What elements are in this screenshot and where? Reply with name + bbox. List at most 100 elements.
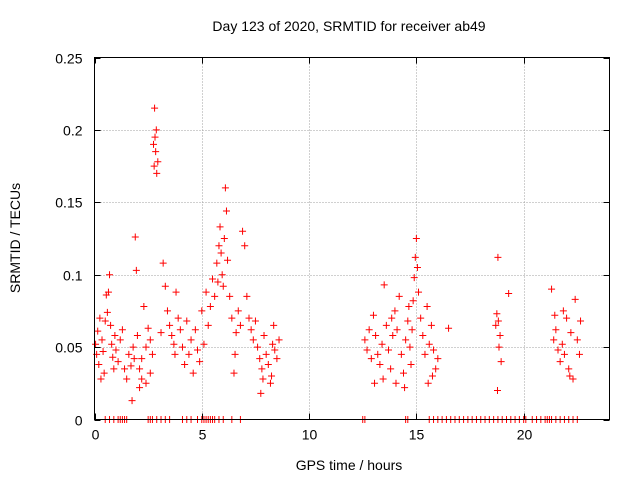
data-point xyxy=(382,321,390,329)
data-point xyxy=(157,329,165,337)
data-point xyxy=(176,326,184,334)
data-point xyxy=(558,340,566,348)
data-point xyxy=(215,242,223,250)
data-point xyxy=(275,336,283,344)
data-point xyxy=(391,307,399,315)
data-point xyxy=(419,332,427,340)
data-point xyxy=(577,317,585,325)
data-point xyxy=(387,365,395,373)
data-point xyxy=(493,310,501,318)
data-point xyxy=(161,282,169,290)
chart-title: Day 123 of 2020, SRMTID for receiver ab4… xyxy=(212,18,485,34)
data-point xyxy=(273,355,281,363)
data-point xyxy=(151,133,159,141)
data-point xyxy=(395,292,403,300)
data-point xyxy=(505,290,513,298)
data-point xyxy=(111,332,119,340)
data-point xyxy=(128,397,136,405)
data-point xyxy=(239,227,247,235)
data-point xyxy=(236,321,244,329)
data-point xyxy=(428,372,436,380)
data-point xyxy=(417,314,425,322)
data-point xyxy=(95,360,103,368)
data-point xyxy=(554,346,562,354)
data-point xyxy=(109,353,117,361)
data-point xyxy=(254,343,262,351)
x-tick-label: 15 xyxy=(409,427,425,443)
data-point xyxy=(565,365,573,373)
data-point xyxy=(146,369,154,377)
data-point xyxy=(423,303,431,311)
data-point xyxy=(142,343,150,351)
data-point xyxy=(556,358,564,366)
data-point xyxy=(432,365,440,373)
data-point xyxy=(217,249,225,257)
data-point xyxy=(266,379,274,387)
data-point xyxy=(150,140,158,148)
data-point xyxy=(132,266,140,274)
data-point xyxy=(378,340,386,348)
data-point xyxy=(92,340,100,348)
data-point xyxy=(127,362,135,370)
x-axis-label: GPS time / hours xyxy=(296,457,403,473)
data-point xyxy=(218,271,226,279)
data-point xyxy=(260,332,268,340)
y-tick-label: 0.25 xyxy=(55,51,82,67)
data-point xyxy=(226,292,234,300)
data-point xyxy=(563,314,571,322)
x-tick-label: 20 xyxy=(517,427,533,443)
data-point xyxy=(220,235,228,242)
data-point xyxy=(224,256,232,264)
data-point xyxy=(376,360,384,368)
data-point xyxy=(98,336,106,344)
data-point xyxy=(550,336,558,344)
data-point xyxy=(172,288,180,296)
data-point xyxy=(492,321,500,329)
data-point xyxy=(571,295,579,303)
y-tick-label: 0.1 xyxy=(63,268,83,284)
data-point xyxy=(271,346,279,354)
data-point xyxy=(569,375,577,383)
data-point xyxy=(407,360,415,368)
data-point xyxy=(211,292,219,300)
data-point xyxy=(118,326,126,334)
data-point xyxy=(445,324,453,332)
data-point xyxy=(573,336,581,344)
data-point xyxy=(249,336,257,344)
data-point xyxy=(406,343,414,351)
data-point xyxy=(142,379,150,387)
data-point xyxy=(214,278,222,286)
data-point xyxy=(369,311,377,319)
data-point xyxy=(262,350,270,358)
data-point xyxy=(123,375,131,383)
data-point xyxy=(138,355,146,363)
data-point xyxy=(551,311,559,319)
data-point xyxy=(133,332,141,340)
data-point xyxy=(408,326,416,334)
data-point xyxy=(401,384,409,392)
data-point xyxy=(110,365,118,373)
data-point xyxy=(409,297,417,305)
data-point xyxy=(427,321,435,329)
data-point xyxy=(434,355,442,363)
data-point xyxy=(181,360,189,368)
data-point xyxy=(140,303,148,311)
data-point xyxy=(130,355,138,363)
data-point xyxy=(194,346,201,354)
data-point xyxy=(269,340,277,348)
data-point xyxy=(247,326,255,334)
data-point xyxy=(402,336,410,344)
data-point xyxy=(405,303,413,311)
data-point xyxy=(99,347,107,355)
data-point xyxy=(209,275,217,283)
data-point xyxy=(251,317,259,325)
data-point xyxy=(204,321,212,329)
data-point xyxy=(430,346,438,354)
y-axis-label: SRMTID / TECUs xyxy=(7,183,23,293)
data-point xyxy=(144,324,152,332)
data-point xyxy=(100,369,108,377)
data-point xyxy=(163,307,171,315)
data-point xyxy=(121,365,129,373)
data-point xyxy=(231,350,239,358)
